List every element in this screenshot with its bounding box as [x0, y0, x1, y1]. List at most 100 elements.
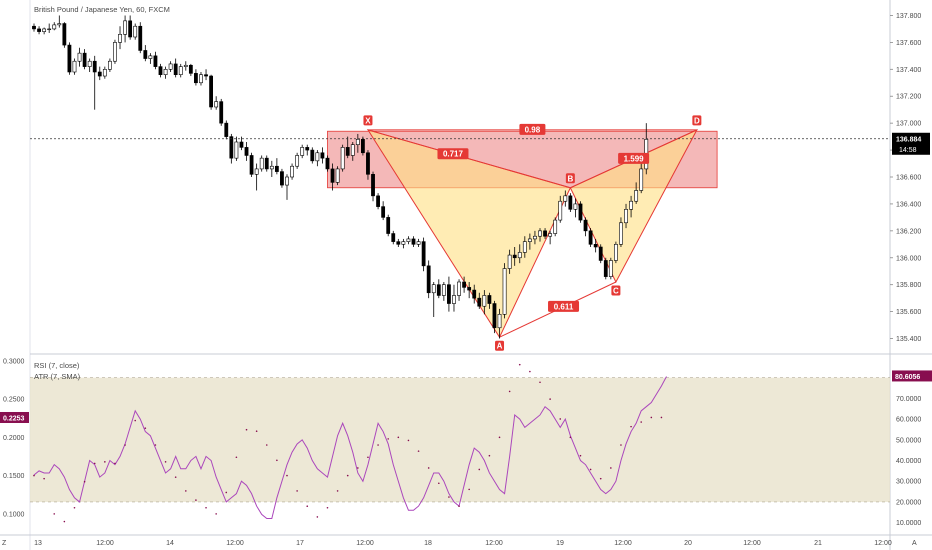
candle [406, 236, 411, 245]
candle-body [214, 101, 219, 108]
atr-dot [569, 436, 572, 439]
atr-dot [306, 505, 309, 508]
candle-body [472, 289, 477, 299]
candle-body [330, 168, 335, 183]
rsi-value-tag-bg [892, 370, 932, 382]
candle-body [295, 155, 300, 167]
atr-dot [367, 456, 369, 459]
candle [598, 244, 603, 264]
indicator-pane[interactable]: 0.30000.25000.20000.15000.100080.000070.… [0, 358, 932, 527]
candle [143, 45, 148, 62]
candle [502, 263, 507, 319]
price-tick-label: 136.200 [896, 228, 921, 235]
candle-body [563, 195, 568, 202]
price-axis[interactable]: 137.800 137.600 137.400 137.200 137.000 136.8… [890, 13, 930, 343]
pattern-ratio: 0.98 [519, 123, 546, 135]
atr-tick-label: 0.2500 [3, 397, 25, 404]
rsi-line [33, 376, 667, 520]
candle-body [452, 295, 456, 304]
atr-dot [93, 462, 96, 465]
candle-body [527, 238, 532, 242]
candle [330, 163, 335, 191]
candle [52, 22, 57, 31]
candle [219, 98, 224, 126]
candle-body [467, 287, 472, 291]
candle-body [173, 63, 178, 75]
atr-dot [498, 436, 501, 439]
candle [619, 217, 623, 247]
harmonic-pattern[interactable] [366, 128, 698, 339]
corner-left-label: Z [2, 540, 7, 547]
candle [82, 49, 87, 70]
time-tick-label: 12:00 [614, 540, 632, 547]
price-tick-label: 136.000 [896, 255, 921, 262]
candle [431, 282, 436, 317]
corner-right-label[interactable]: A [912, 540, 917, 547]
candle [305, 144, 310, 156]
pattern-ratio: 0.717 [437, 148, 469, 160]
candle [340, 144, 345, 172]
candle [350, 142, 355, 161]
candle [533, 230, 537, 245]
candle-body [401, 241, 406, 245]
candle-body [178, 66, 183, 75]
candle [153, 51, 158, 70]
time-tick-label: 19 [556, 540, 564, 547]
atr-dot [579, 454, 582, 457]
candle-body [254, 168, 259, 175]
candle [224, 120, 229, 140]
atr-dot [630, 425, 632, 428]
atr-dot [417, 450, 420, 452]
candle-body [502, 268, 507, 315]
candle [239, 136, 244, 151]
pattern-ratio: 1.599 [618, 152, 650, 164]
atr-dot [336, 490, 339, 492]
atr-dot [377, 444, 379, 446]
xb-line [367, 129, 571, 189]
candle [244, 142, 249, 161]
candle [613, 241, 618, 264]
candle [548, 230, 553, 245]
candle-body [457, 281, 461, 296]
candle-body [87, 60, 92, 67]
current-price-tag[interactable]: 136.884 14:58 [892, 132, 930, 155]
candle-body [42, 28, 47, 32]
candle-body [315, 152, 320, 162]
candle-body [335, 168, 340, 183]
candle-body [558, 200, 563, 221]
atr-dot [255, 430, 258, 433]
candle [634, 182, 639, 204]
candle [497, 308, 502, 339]
candle-body [92, 60, 97, 73]
candle [345, 136, 350, 159]
atr-value-tag: 0.2253 [0, 411, 29, 423]
candle-body [355, 139, 360, 145]
pattern-point-x: X [363, 115, 373, 126]
candle-body [391, 233, 396, 242]
candle-body [67, 44, 72, 73]
rsi-tick-label: 70.0000 [896, 396, 921, 403]
candle-body [421, 241, 426, 267]
candlestick-series[interactable] [32, 15, 649, 339]
candle-body [229, 136, 234, 159]
candle-body [371, 174, 375, 197]
atr-dot [124, 444, 126, 446]
price-tick-label: 135.600 [896, 309, 921, 316]
candle-body [492, 303, 497, 329]
candle-body [340, 147, 345, 170]
atr-dot [195, 499, 197, 501]
candle-body [168, 63, 173, 70]
candle [401, 238, 406, 249]
atr-dot [73, 506, 76, 509]
atr-dot [529, 370, 531, 373]
pattern-ratio-bg [519, 123, 546, 135]
candle-body [431, 284, 436, 294]
time-tick-label: 13 [34, 540, 42, 547]
candle-body [376, 195, 380, 207]
candle [178, 63, 183, 78]
time-axis[interactable]: 13 12:00 14 12:00 17 12:00 18 12:00 19 12:00 20 12:… [34, 540, 892, 547]
candle [629, 195, 633, 218]
atr-dot [559, 418, 562, 420]
candle [391, 230, 396, 245]
